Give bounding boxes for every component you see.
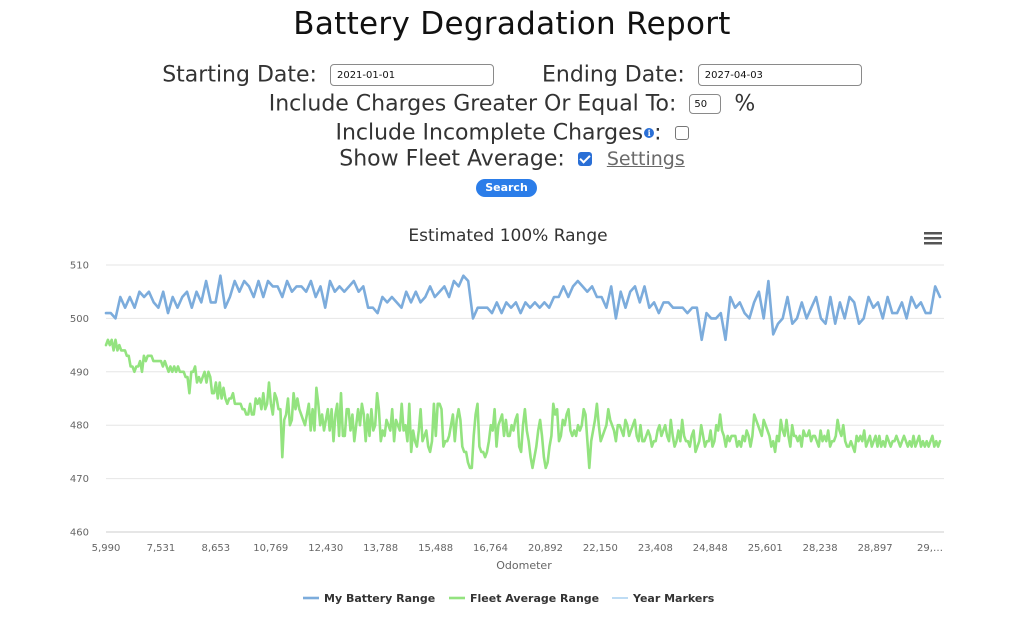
- y-tick-label: 490: [70, 367, 89, 378]
- end-date-label: Ending Date:: [541, 62, 685, 88]
- chart-menu-icon[interactable]: [924, 232, 942, 245]
- x-tick-label: 16,764: [473, 543, 508, 554]
- x-tick-label: 8,653: [202, 543, 231, 554]
- y-tick-label: 500: [70, 314, 89, 325]
- end-date-input[interactable]: [697, 64, 862, 86]
- x-tick-label: 22,150: [583, 543, 618, 554]
- x-tick-label: 28,238: [803, 543, 838, 554]
- page-title: Battery Degradation Report: [293, 6, 731, 42]
- y-tick-label: 510: [70, 261, 89, 272]
- legend-label: My Battery Range: [324, 592, 435, 605]
- search-button[interactable]: Search: [476, 179, 537, 197]
- start-date-input[interactable]: [329, 64, 494, 86]
- x-tick-label: 13,788: [363, 543, 398, 554]
- settings-link[interactable]: Settings: [606, 148, 685, 170]
- fleet-average-row: Show Fleet Average: Settings: [0, 146, 1024, 172]
- x-tick-label: 20,892: [528, 543, 563, 554]
- incomplete-charges-row: Include Incomplete Charges i:: [0, 120, 1024, 146]
- legend-item[interactable]: My Battery Range: [303, 592, 435, 605]
- range-chart: Estimated 100% Range 460470480490500510 …: [70, 226, 944, 605]
- fleet-average-label: Show Fleet Average:: [339, 146, 565, 172]
- legend-label: Fleet Average Range: [470, 592, 599, 605]
- chart-title: Estimated 100% Range: [408, 226, 607, 246]
- percent-unit: %: [734, 91, 756, 117]
- x-tick-label: 24,848: [693, 543, 728, 554]
- x-tick-label: 10,769: [253, 543, 288, 554]
- x-tick-label: 5,990: [92, 543, 121, 554]
- charge-threshold-label: Include Charges Greater Or Equal To:: [268, 91, 677, 117]
- x-tick-label: 7,531: [147, 543, 176, 554]
- charge-threshold-input[interactable]: [689, 94, 722, 114]
- charge-threshold-row: Include Charges Greater Or Equal To: %: [0, 91, 1024, 117]
- start-date-label: Starting Date:: [162, 62, 317, 88]
- x-tick-label: 28,897: [858, 543, 893, 554]
- incomplete-charges-label: Include Incomplete Charges: [335, 120, 644, 146]
- incomplete-charges-checkbox[interactable]: [674, 126, 689, 140]
- x-tick-label: 23,408: [638, 543, 673, 554]
- x-tick-label: 25,601: [748, 543, 783, 554]
- series-line-0: [104, 274, 942, 342]
- x-tick-label: 29,…: [917, 543, 943, 554]
- x-tick-label: 12,430: [308, 543, 343, 554]
- legend-label: Year Markers: [632, 592, 715, 605]
- x-axis-title: Odometer: [496, 559, 552, 572]
- y-tick-label: 460: [70, 528, 89, 539]
- info-icon[interactable]: i: [644, 128, 655, 138]
- incomplete-charges-colon: :: [654, 120, 662, 146]
- legend-item[interactable]: Fleet Average Range: [449, 592, 599, 605]
- date-range-row: Starting Date: Ending Date:: [0, 62, 1024, 88]
- x-tick-label: 15,488: [418, 543, 453, 554]
- fleet-average-checkbox[interactable]: [577, 152, 592, 166]
- legend-item[interactable]: Year Markers: [612, 592, 715, 605]
- series-line-1: [104, 338, 942, 470]
- y-tick-label: 470: [70, 474, 89, 485]
- y-tick-label: 480: [70, 421, 89, 432]
